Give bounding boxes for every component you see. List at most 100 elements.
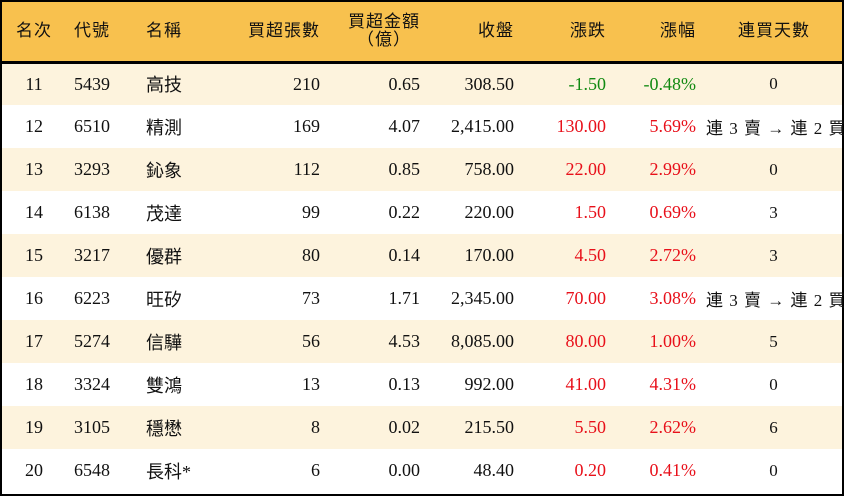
- cell-net-buy-amount: 0.02: [388, 417, 421, 437]
- cell-net-buy-lots: 169: [293, 116, 320, 136]
- cell-change: 1.50: [574, 202, 607, 222]
- table-body: 11 5439 高技 210 0.65 308.50 -1.50 -0.48% …: [2, 62, 844, 492]
- cell-code: 5274: [74, 331, 110, 351]
- cell-change-pct: 1.00%: [649, 331, 697, 351]
- cell-change: 70.00: [565, 288, 607, 308]
- cell-name: 旺矽: [146, 289, 182, 310]
- cell-code: 5439: [74, 73, 110, 94]
- cell-change-pct: 2.62%: [649, 417, 697, 437]
- cell-net-buy-lots: 56: [302, 331, 320, 351]
- cell-close: 215.50: [464, 417, 515, 437]
- cell-close: 2,415.00: [451, 116, 514, 136]
- cell-change-pct: 0.41%: [649, 460, 697, 480]
- header-code: 代號: [74, 21, 110, 41]
- cell-net-buy-amount: 0.65: [388, 73, 421, 94]
- cell-change: 4.50: [574, 245, 607, 265]
- cell-close: 308.50: [464, 73, 515, 94]
- cell-code: 6138: [74, 202, 110, 222]
- cell-close: 758.00: [464, 159, 515, 179]
- cell-close: 48.40: [473, 460, 515, 480]
- cell-consecutive-buy-days: 3: [769, 202, 779, 222]
- cell-rank: 11: [25, 73, 43, 94]
- header-net-buy-amount: 買超金額 （億）: [330, 2, 430, 62]
- table-row: 18 3324 雙鴻 13 0.13 992.00 41.00 4.31% 0: [2, 363, 842, 406]
- table-row: 15 3217 優群 80 0.14 170.00 4.50 2.72% 3: [2, 234, 842, 277]
- cell-code: 3217: [74, 245, 110, 265]
- cell-net-buy-lots: 6: [311, 460, 320, 480]
- cell-code: 6510: [74, 116, 110, 136]
- cell-rank: 13: [25, 159, 43, 179]
- header-close: 收盤: [478, 21, 514, 41]
- cell-close: 8,085.00: [451, 331, 514, 351]
- cell-close: 992.00: [464, 374, 515, 394]
- table-row: 17 5274 信驊 56 4.53 8,085.00 80.00 1.00% …: [2, 320, 842, 363]
- cell-net-buy-amount: 0.85: [388, 159, 421, 179]
- cell-consecutive-buy-days: 6: [769, 417, 779, 437]
- cell-consecutive-buy-days: 0: [769, 374, 779, 394]
- cell-code: 6548: [74, 460, 110, 480]
- cell-consecutive-buy-days: 3: [769, 245, 779, 265]
- header-name: 名稱: [146, 21, 182, 41]
- cell-consecutive-buy-days: 連 3 賣 → 連 2 買: [706, 119, 844, 138]
- cell-name: 信驊: [146, 332, 182, 353]
- cell-net-buy-lots: 99: [302, 202, 320, 222]
- cell-name: 茂達: [146, 203, 182, 224]
- cell-rank: 17: [25, 331, 43, 351]
- cell-change-pct: 5.69%: [649, 116, 697, 136]
- header-consecutive-buy-days: 連買天數: [738, 21, 810, 41]
- cell-consecutive-buy-days: 連 3 賣 → 連 2 買: [706, 291, 844, 310]
- cell-rank: 14: [25, 202, 43, 222]
- table-row: 19 3105 穩懋 8 0.02 215.50 5.50 2.62% 6: [2, 406, 842, 449]
- header-rank: 名次: [16, 21, 52, 41]
- cell-rank: 12: [25, 116, 43, 136]
- cell-consecutive-buy-days: 0: [769, 159, 779, 179]
- cell-net-buy-amount: 0.22: [388, 202, 421, 222]
- cell-consecutive-buy-days: 0: [769, 460, 779, 480]
- cell-net-buy-lots: 13: [302, 374, 320, 394]
- cell-net-buy-amount: 1.71: [388, 288, 421, 308]
- cell-change: 130.00: [556, 116, 607, 136]
- cell-name: 精測: [146, 117, 182, 138]
- cell-code: 3293: [74, 159, 110, 179]
- cell-close: 2,345.00: [451, 288, 514, 308]
- cell-change: 80.00: [565, 331, 607, 351]
- cell-rank: 20: [25, 460, 43, 480]
- cell-name: 長科*: [146, 461, 191, 482]
- cell-net-buy-amount: 4.07: [388, 116, 421, 136]
- table-row: 13 3293 鈊象 112 0.85 758.00 22.00 2.99% 0: [2, 148, 842, 191]
- cell-net-buy-lots: 73: [302, 288, 320, 308]
- header-change-pct: 漲幅: [660, 21, 696, 41]
- table-row: 14 6138 茂達 99 0.22 220.00 1.50 0.69% 3: [2, 191, 842, 234]
- cell-code: 3324: [74, 374, 110, 394]
- cell-change: 41.00: [565, 374, 607, 394]
- cell-consecutive-buy-days: 0: [769, 74, 779, 94]
- cell-net-buy-amount: 4.53: [388, 331, 421, 351]
- cell-rank: 16: [25, 288, 43, 308]
- cell-net-buy-lots: 112: [293, 159, 320, 179]
- cell-name: 雙鴻: [146, 375, 182, 396]
- cell-change: 22.00: [565, 159, 607, 179]
- cell-rank: 15: [25, 245, 43, 265]
- table-row: 20 6548 長科* 6 0.00 48.40 0.20 0.41% 0: [2, 449, 842, 492]
- header-change: 漲跌: [570, 21, 606, 41]
- cell-change-pct: 4.31%: [649, 374, 697, 394]
- cell-name: 穩懋: [146, 418, 182, 439]
- cell-net-buy-amount: 0.14: [388, 245, 421, 265]
- table-row: 11 5439 高技 210 0.65 308.50 -1.50 -0.48% …: [2, 62, 842, 105]
- header-net-buy-amount-line2: （億）: [357, 30, 411, 50]
- cell-net-buy-amount: 0.00: [388, 460, 421, 480]
- cell-code: 6223: [74, 288, 110, 308]
- cell-change-pct: 2.99%: [649, 159, 697, 179]
- cell-close: 170.00: [464, 245, 515, 265]
- cell-net-buy-amount: 0.13: [388, 374, 421, 394]
- cell-change-pct: 3.08%: [649, 288, 697, 308]
- cell-close: 220.00: [464, 202, 515, 222]
- header-net-buy-amount-line1: 買超金額: [348, 12, 420, 32]
- cell-change: 5.50: [574, 417, 607, 437]
- cell-net-buy-lots: 210: [293, 73, 320, 94]
- table-row: 12 6510 精測 169 4.07 2,415.00 130.00 5.69…: [2, 105, 844, 148]
- cell-net-buy-lots: 80: [302, 245, 320, 265]
- cell-name: 鈊象: [146, 160, 182, 181]
- table-header-row: 名次 代號 名稱 買超張數 買超金額 （億） 收盤 漲跌 漲幅 連買天數: [2, 2, 842, 62]
